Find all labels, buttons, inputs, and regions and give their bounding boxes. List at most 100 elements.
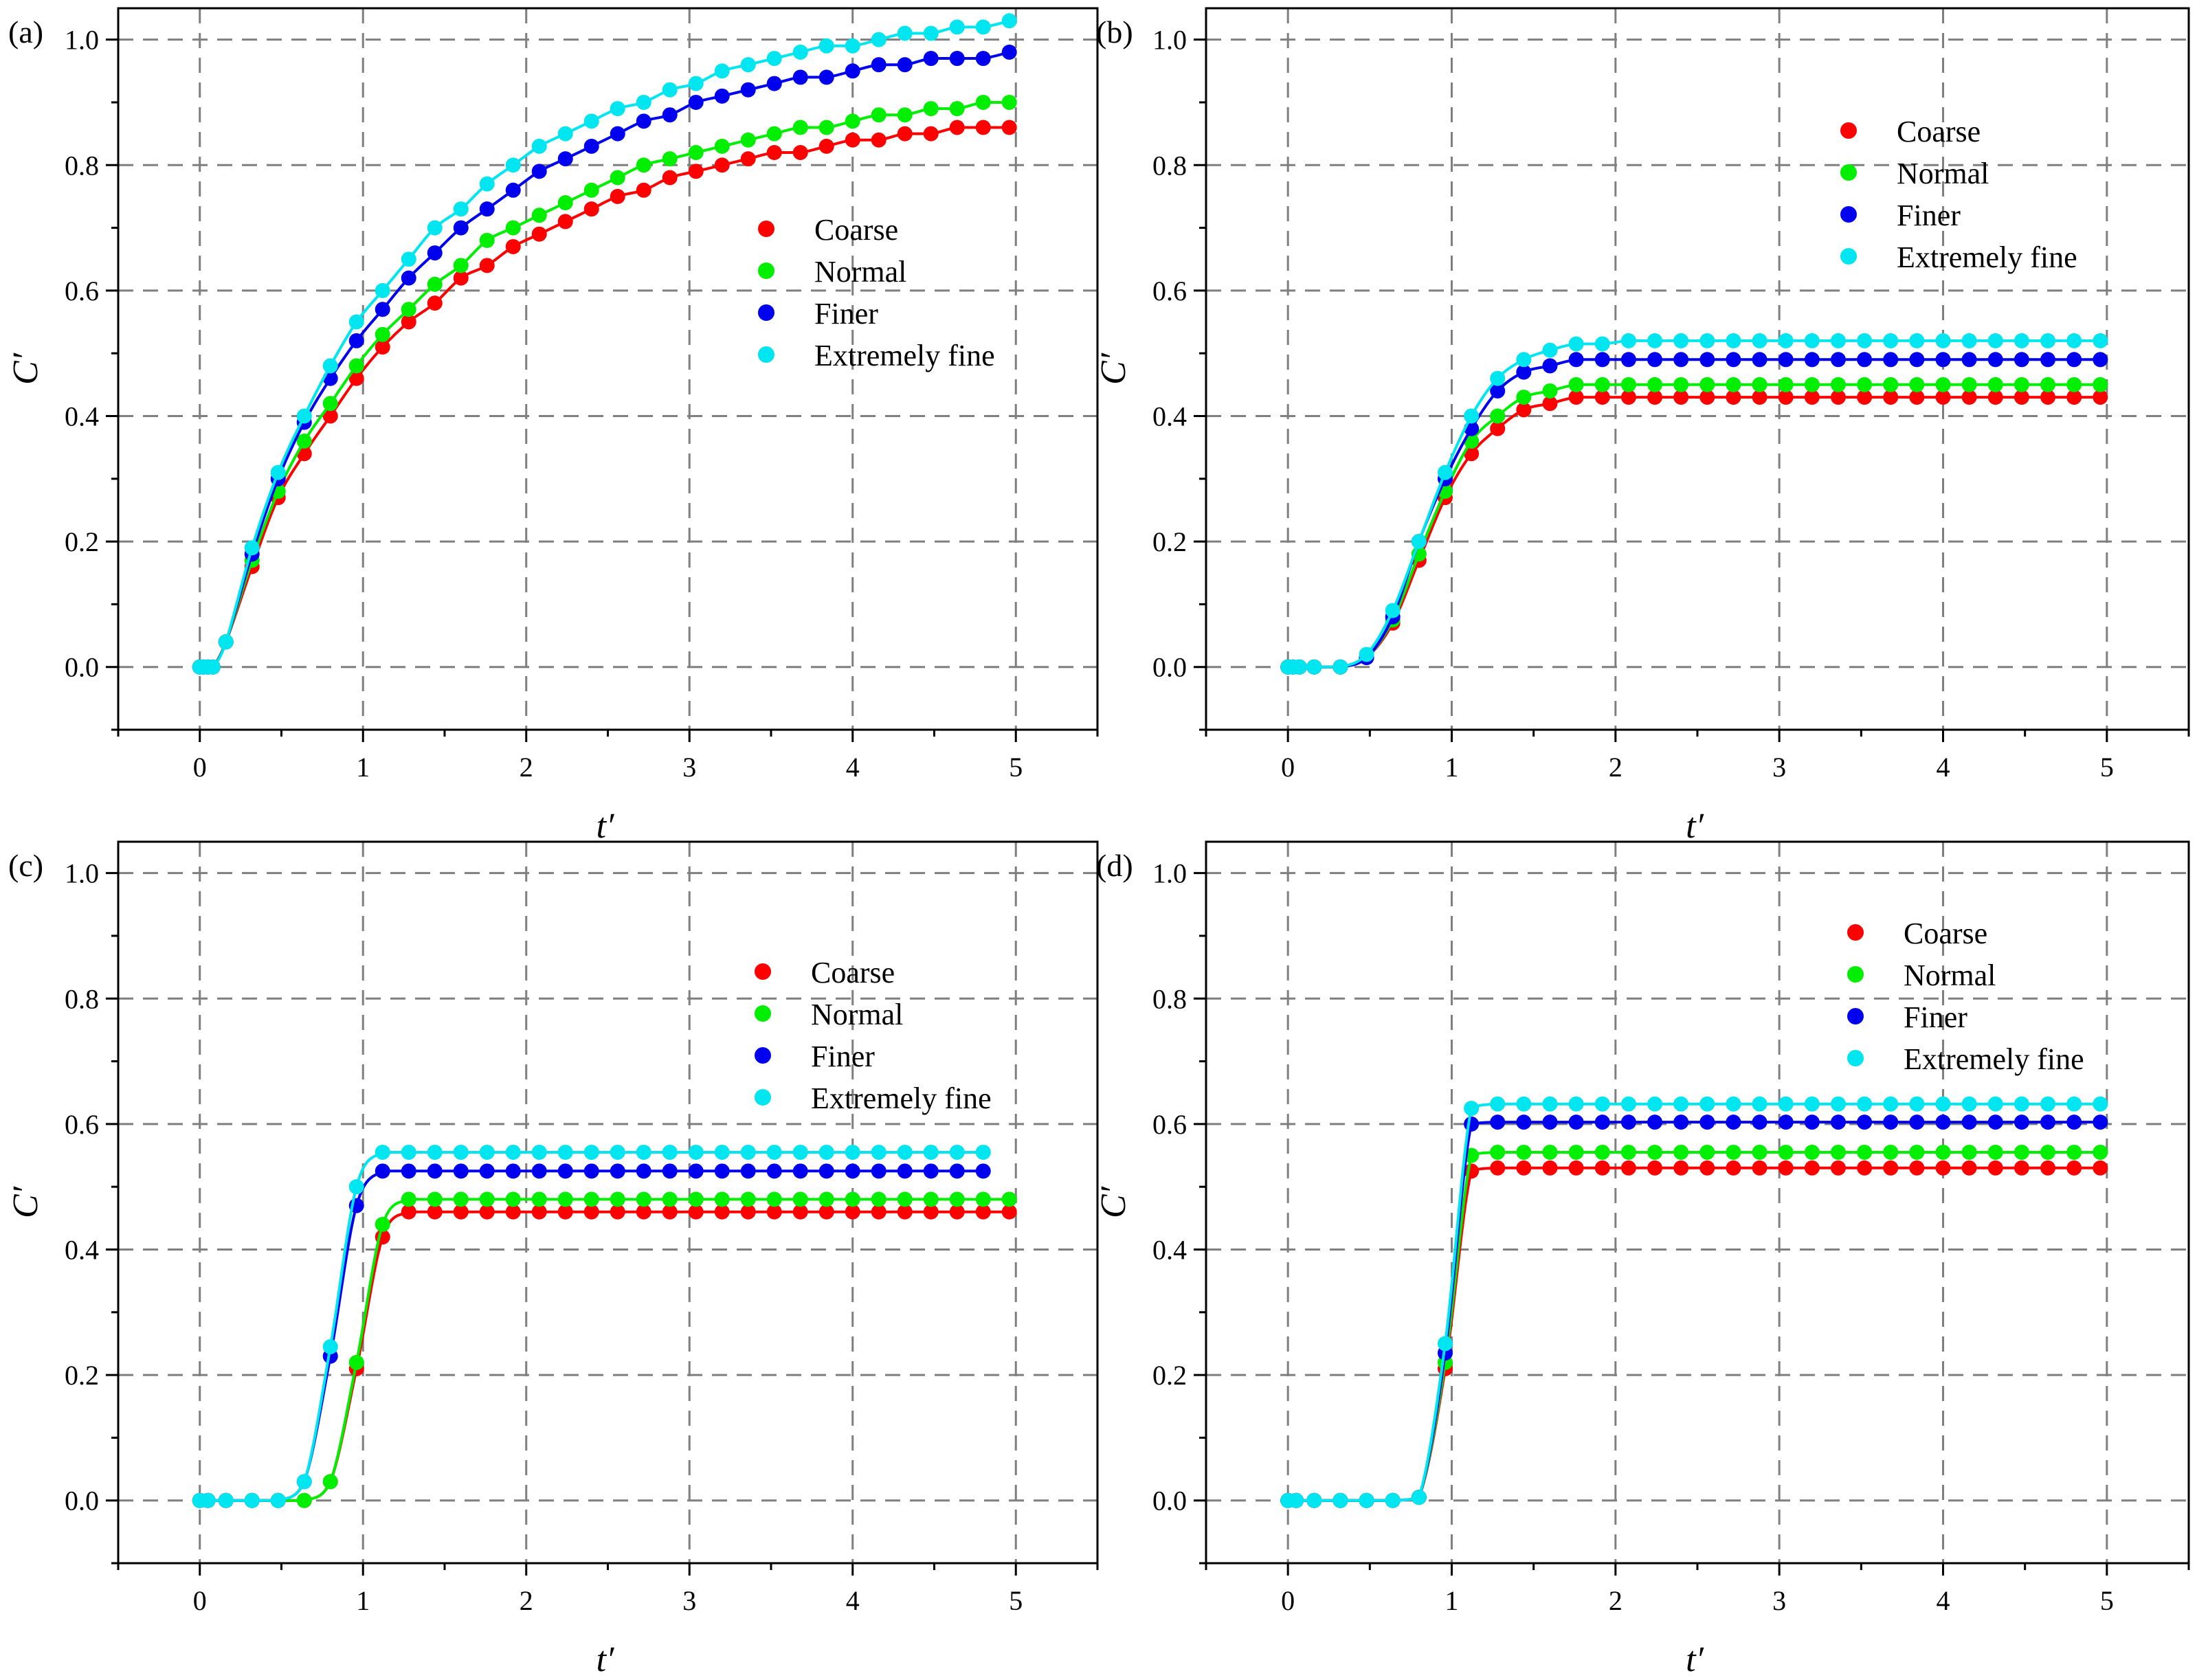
data-point <box>636 113 651 129</box>
data-point <box>1464 1101 1480 1117</box>
legend-marker <box>755 963 771 980</box>
data-point <box>792 69 808 85</box>
data-point <box>1673 1160 1689 1176</box>
panel-d: 0 1 2 3 4 5 0.0 0.2 0.4 0.6 0.8 1.0 t′ C′ (d) Coarse Nor… <box>1094 840 2190 1679</box>
data-point <box>1857 1144 1873 1160</box>
x-tick-label: 5 <box>2100 1585 2114 1616</box>
data-point <box>949 1204 965 1220</box>
series-line <box>1288 396 2101 669</box>
data-point <box>1647 1144 1663 1160</box>
data-point <box>1594 1096 1610 1112</box>
data-point <box>949 19 965 35</box>
data-point <box>1909 1144 1925 1160</box>
x-tick-label: 4 <box>846 752 860 783</box>
data-point <box>871 1163 886 1179</box>
x-tick-label: 2 <box>520 752 533 783</box>
data-point <box>897 1144 913 1160</box>
x-tick-label: 4 <box>1937 1585 1950 1616</box>
data-point <box>792 120 808 135</box>
data-point <box>479 1144 495 1160</box>
data-point <box>1961 333 1977 348</box>
data-point <box>375 1144 390 1160</box>
data-point <box>897 126 913 142</box>
data-point <box>1490 1144 1506 1160</box>
data-point <box>1909 377 1925 392</box>
legend-label: Extremely fine <box>811 1082 992 1115</box>
data-point <box>845 1163 860 1179</box>
data-point <box>1804 352 1820 368</box>
y-axis-title: C′ <box>6 352 45 385</box>
data-point <box>1804 1096 1820 1112</box>
data-point <box>375 326 390 342</box>
data-point <box>975 120 991 135</box>
series-line <box>1288 1150 2101 1502</box>
data-point <box>1752 1096 1767 1112</box>
data-point <box>583 1204 599 1220</box>
data-point <box>1306 1492 1322 1508</box>
data-point <box>322 358 338 374</box>
x-tick-label: 3 <box>1772 752 1786 783</box>
data-point <box>1778 1115 1794 1130</box>
data-point <box>1857 333 1873 348</box>
data-point <box>1857 1115 1873 1130</box>
data-point <box>1594 336 1610 352</box>
data-point <box>662 82 678 98</box>
data-point <box>1726 1096 1741 1112</box>
y-tick-label: 0.4 <box>1152 1234 1187 1265</box>
data-point <box>1516 1144 1532 1160</box>
data-point <box>1673 352 1689 368</box>
data-point <box>1516 364 1532 380</box>
plot-frame <box>1205 840 2190 1565</box>
data-point <box>296 408 312 424</box>
data-point <box>688 94 704 110</box>
x-tick-label: 3 <box>682 1585 696 1616</box>
data-point <box>200 1492 216 1508</box>
x-tick-label: 5 <box>2100 752 2114 783</box>
data-point <box>1935 390 1951 405</box>
data-point <box>949 1144 965 1160</box>
data-point <box>348 333 364 348</box>
y-tick-label: 0.0 <box>65 652 99 683</box>
data-point <box>766 1204 782 1220</box>
data-point <box>1726 390 1741 405</box>
data-point <box>2066 1144 2082 1160</box>
data-point <box>1699 1115 1715 1130</box>
data-point <box>845 38 860 54</box>
series-group <box>192 1144 1017 1508</box>
data-point <box>1647 1160 1663 1176</box>
data-point <box>818 69 834 85</box>
data-point <box>792 1163 808 1179</box>
data-point <box>1883 1115 1899 1130</box>
data-point <box>2040 352 2056 368</box>
data-point <box>1961 1115 1977 1130</box>
grid <box>118 8 1097 730</box>
legend-marker <box>758 346 774 363</box>
data-point <box>714 1163 730 1179</box>
data-point <box>1516 1096 1532 1112</box>
data-point <box>610 188 625 204</box>
x-tick-label: 0 <box>193 1585 207 1616</box>
data-point <box>1804 390 1820 405</box>
data-point <box>453 1204 469 1220</box>
data-point <box>1699 352 1715 368</box>
data-point <box>1568 1160 1584 1176</box>
legend-label: Coarse <box>814 213 898 247</box>
data-point <box>505 1191 521 1207</box>
data-point <box>2040 1160 2056 1176</box>
data-point <box>557 214 573 229</box>
data-point <box>583 1144 599 1160</box>
data-point <box>1001 13 1017 29</box>
panel-label: (a) <box>8 14 43 49</box>
data-point <box>1726 1160 1741 1176</box>
data-point <box>792 145 808 160</box>
y-tick-label: 0.4 <box>65 401 99 432</box>
legend-label: Finer <box>1904 1000 1967 1034</box>
x-tick-label: 1 <box>356 752 370 783</box>
y-tick-label: 0.6 <box>1152 276 1187 306</box>
x-tick-label: 2 <box>1609 1585 1622 1616</box>
data-point <box>975 19 991 35</box>
data-point <box>845 1191 860 1207</box>
data-point <box>583 182 599 198</box>
data-point <box>531 1191 547 1207</box>
data-point <box>479 1163 495 1179</box>
